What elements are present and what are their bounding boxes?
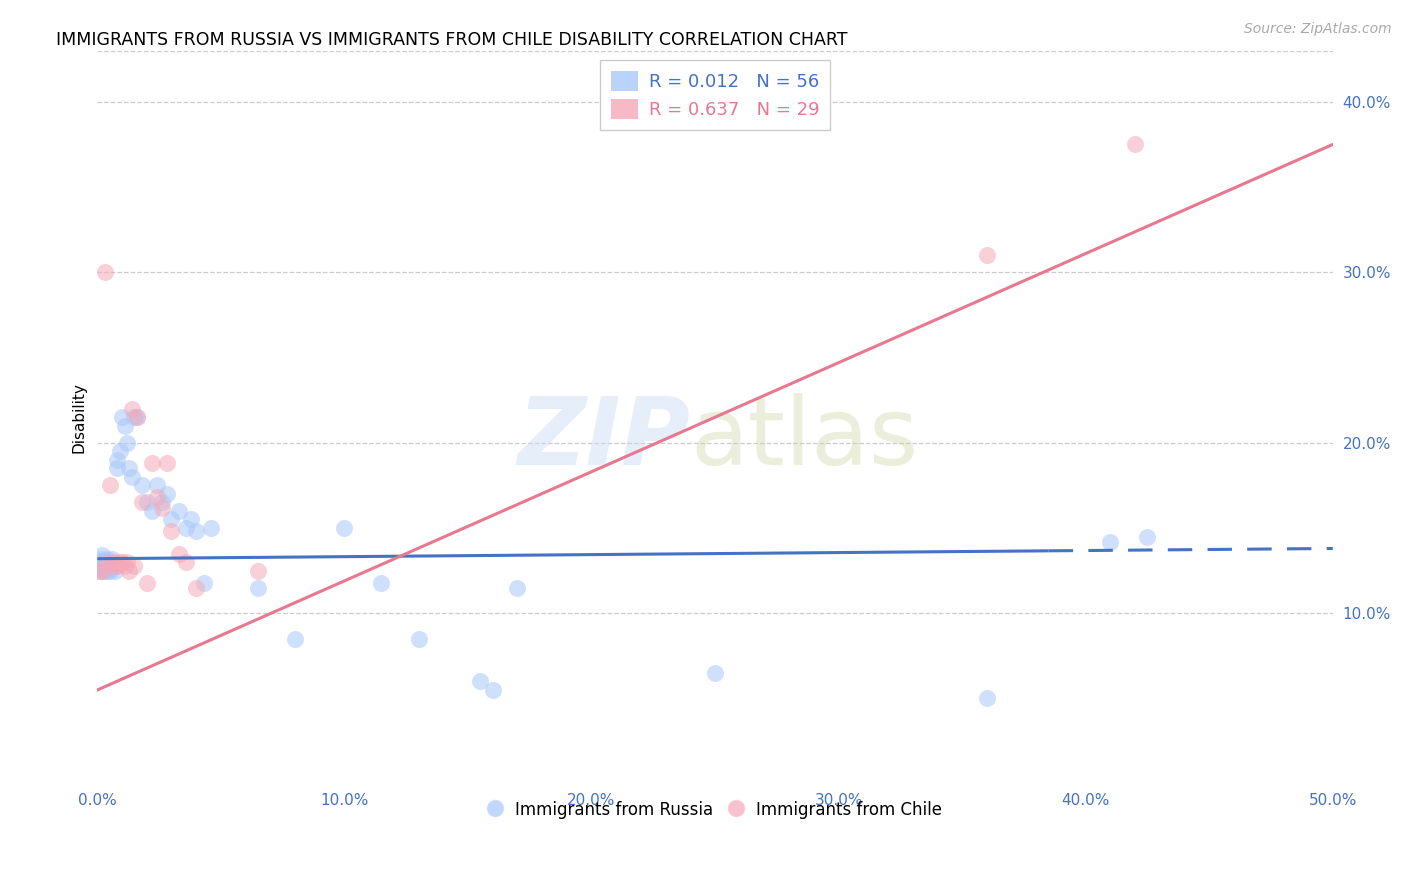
Point xyxy=(200,521,222,535)
Point xyxy=(91,555,114,569)
Point xyxy=(1123,137,1146,152)
Point xyxy=(506,581,529,595)
Point xyxy=(370,575,392,590)
Point xyxy=(167,547,190,561)
Point xyxy=(481,683,503,698)
Point xyxy=(150,500,173,515)
Point xyxy=(115,435,138,450)
Point xyxy=(333,521,356,535)
Point xyxy=(91,558,114,573)
Point xyxy=(167,504,190,518)
Point xyxy=(141,504,163,518)
Point xyxy=(131,495,153,509)
Point xyxy=(101,558,124,573)
Point xyxy=(176,555,198,569)
Point xyxy=(98,564,121,578)
Point xyxy=(246,564,269,578)
Point xyxy=(98,558,121,573)
Legend: Immigrants from Russia, Immigrants from Chile: Immigrants from Russia, Immigrants from … xyxy=(481,793,949,827)
Point xyxy=(160,512,183,526)
Point xyxy=(89,564,111,578)
Point xyxy=(176,521,198,535)
Text: atlas: atlas xyxy=(690,393,918,485)
Point xyxy=(101,551,124,566)
Point xyxy=(98,555,121,569)
Point xyxy=(121,470,143,484)
Point xyxy=(94,558,117,573)
Point xyxy=(91,549,114,563)
Point xyxy=(108,555,131,569)
Point xyxy=(124,558,146,573)
Point xyxy=(145,491,167,505)
Point xyxy=(114,558,136,573)
Point xyxy=(135,575,157,590)
Point xyxy=(121,401,143,416)
Text: ZIP: ZIP xyxy=(517,393,690,485)
Point xyxy=(180,512,202,526)
Point xyxy=(125,410,148,425)
Point xyxy=(111,555,134,569)
Text: IMMIGRANTS FROM RUSSIA VS IMMIGRANTS FROM CHILE DISABILITY CORRELATION CHART: IMMIGRANTS FROM RUSSIA VS IMMIGRANTS FRO… xyxy=(56,31,848,49)
Point xyxy=(89,555,111,569)
Y-axis label: Disability: Disability xyxy=(72,382,86,452)
Point xyxy=(94,265,117,279)
Point xyxy=(96,555,118,569)
Point xyxy=(150,495,173,509)
Point xyxy=(94,555,117,569)
Point xyxy=(186,524,208,539)
Point xyxy=(89,558,111,573)
Point xyxy=(1099,534,1122,549)
Point xyxy=(408,632,430,646)
Point xyxy=(115,555,138,569)
Point xyxy=(104,564,127,578)
Point xyxy=(104,555,127,569)
Point xyxy=(125,410,148,425)
Point xyxy=(160,524,183,539)
Point xyxy=(104,558,127,573)
Point xyxy=(118,564,141,578)
Point xyxy=(704,665,727,680)
Point xyxy=(976,691,998,706)
Point xyxy=(111,410,134,425)
Point xyxy=(96,564,118,578)
Point xyxy=(155,456,177,470)
Point xyxy=(284,632,307,646)
Point xyxy=(131,478,153,492)
Point xyxy=(96,555,118,569)
Point xyxy=(118,461,141,475)
Point xyxy=(124,410,146,425)
Point xyxy=(114,418,136,433)
Text: Source: ZipAtlas.com: Source: ZipAtlas.com xyxy=(1244,22,1392,37)
Point xyxy=(470,674,492,689)
Point xyxy=(246,581,269,595)
Point xyxy=(155,487,177,501)
Point xyxy=(135,495,157,509)
Point xyxy=(89,551,111,566)
Point xyxy=(193,575,215,590)
Point xyxy=(186,581,208,595)
Point xyxy=(1136,530,1159,544)
Point xyxy=(91,564,114,578)
Point xyxy=(105,453,128,467)
Point xyxy=(94,564,117,578)
Point xyxy=(89,564,111,578)
Point xyxy=(105,461,128,475)
Point xyxy=(108,444,131,458)
Point xyxy=(145,478,167,492)
Point xyxy=(96,551,118,566)
Point xyxy=(91,562,114,576)
Point xyxy=(141,456,163,470)
Point xyxy=(101,560,124,574)
Point xyxy=(98,478,121,492)
Point xyxy=(976,248,998,262)
Point xyxy=(105,558,128,573)
